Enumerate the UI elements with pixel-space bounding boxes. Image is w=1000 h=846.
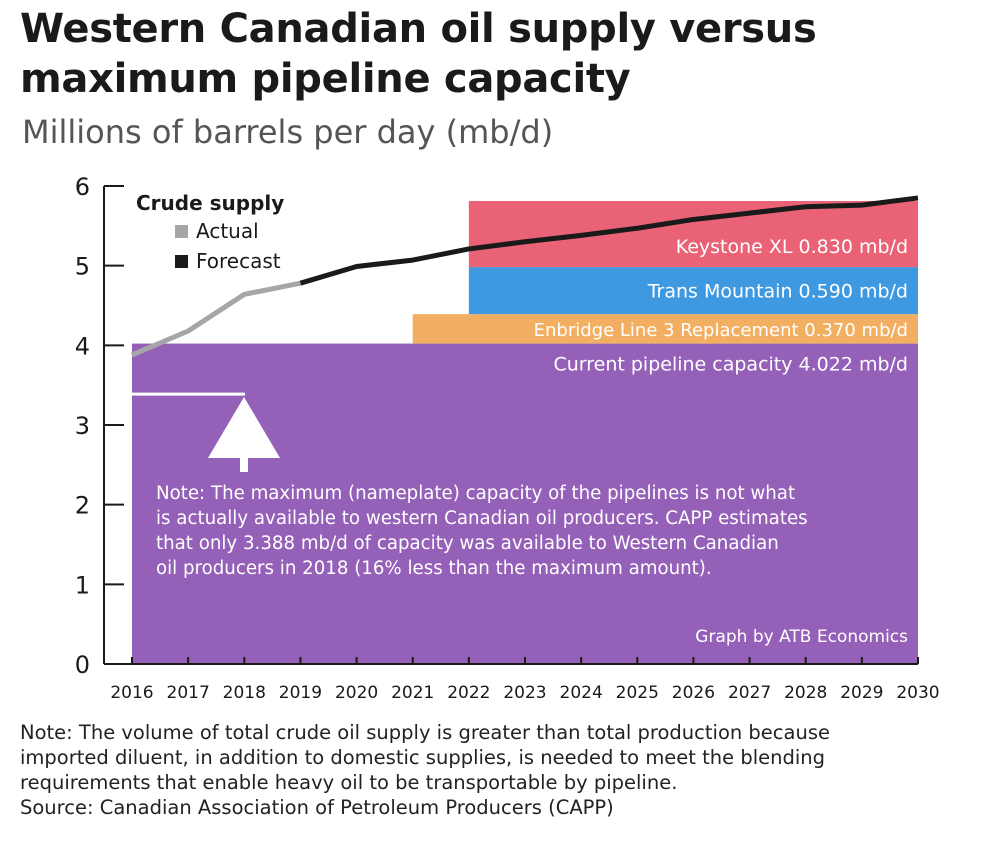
legend-swatch-forecast bbox=[175, 255, 188, 268]
legend-title: Crude supply bbox=[136, 191, 284, 215]
x-tick-label-2025: 2025 bbox=[616, 683, 659, 703]
footnote-source: Source: Canadian Association of Petroleu… bbox=[20, 796, 614, 819]
annotation-line-3: that only 3.388 mb/d of capacity was ava… bbox=[156, 533, 779, 554]
x-tick-label-2024: 2024 bbox=[560, 683, 603, 703]
capacity-band-2 bbox=[412, 314, 918, 344]
y-tick-label-4: 4 bbox=[75, 332, 90, 360]
x-tick-label-2026: 2026 bbox=[672, 683, 715, 703]
chart-subtitle: Millions of barrels per day (mb/d) bbox=[22, 113, 554, 151]
annotation-line-4: oil producers in 2018 (16% less than the… bbox=[156, 558, 712, 579]
available-capacity-arrow-stem bbox=[240, 458, 248, 472]
x-tick-label-2027: 2027 bbox=[728, 683, 771, 703]
x-tick-label-2022: 2022 bbox=[447, 683, 490, 703]
capacity-band-4 bbox=[468, 200, 918, 268]
y-tick-label-6: 6 bbox=[75, 173, 90, 201]
legend-swatch-actual bbox=[175, 225, 188, 238]
legend-label-actual: Actual bbox=[196, 219, 259, 243]
series-line-forecast bbox=[299, 195, 919, 286]
footnote-line-1: Note: The volume of total crude oil supp… bbox=[20, 721, 830, 744]
annotation-line-1: Note: The maximum (nameplate) capacity o… bbox=[156, 483, 795, 504]
y-tick-label-5: 5 bbox=[75, 253, 90, 281]
x-tick-label-2016: 2016 bbox=[110, 683, 153, 703]
x-tick-label-2020: 2020 bbox=[335, 683, 378, 703]
capacity-band-label-2: Enbridge Line 3 Replacement 0.370 mb/d bbox=[534, 320, 908, 341]
y-tick-label-1: 1 bbox=[75, 571, 90, 599]
series-line-actual bbox=[131, 280, 301, 358]
footnote-line-3: requirements that enable heavy oil to be… bbox=[20, 771, 678, 794]
capacity-band-label-1: Current pipeline capacity 4.022 mb/d bbox=[553, 354, 908, 376]
graph-credit: Graph by ATB Economics bbox=[695, 627, 908, 647]
x-tick-label-2023: 2023 bbox=[503, 683, 546, 703]
x-tick-label-2028: 2028 bbox=[784, 683, 827, 703]
footnote: Note: The volume of total crude oil supp… bbox=[20, 720, 830, 820]
available-capacity-arrowhead bbox=[208, 397, 280, 458]
capacity-band-3 bbox=[468, 267, 918, 315]
capacity-band-label-4: Keystone XL 0.830 mb/d bbox=[676, 236, 908, 258]
y-tick-label-2: 2 bbox=[75, 492, 90, 520]
x-tick-label-2018: 2018 bbox=[223, 683, 266, 703]
y-tick-label-0: 0 bbox=[75, 651, 90, 679]
capacity-band-label-3: Trans Mountain 0.590 mb/d bbox=[647, 281, 908, 303]
annotation-line-2: is actually available to western Canadia… bbox=[156, 508, 808, 529]
x-tick-label-2029: 2029 bbox=[840, 683, 883, 703]
x-tick-label-2021: 2021 bbox=[391, 683, 434, 703]
footnote-line-2: imported diluent, in addition to domesti… bbox=[20, 746, 826, 769]
y-tick-label-3: 3 bbox=[75, 412, 90, 440]
x-tick-label-2030: 2030 bbox=[896, 683, 939, 703]
chart-title: Western Canadian oil supply versus maxim… bbox=[20, 6, 817, 102]
x-tick-label-2017: 2017 bbox=[167, 683, 210, 703]
x-tick-label-2019: 2019 bbox=[279, 683, 322, 703]
capacity-band-1 bbox=[132, 343, 918, 664]
legend-label-forecast: Forecast bbox=[196, 249, 281, 273]
